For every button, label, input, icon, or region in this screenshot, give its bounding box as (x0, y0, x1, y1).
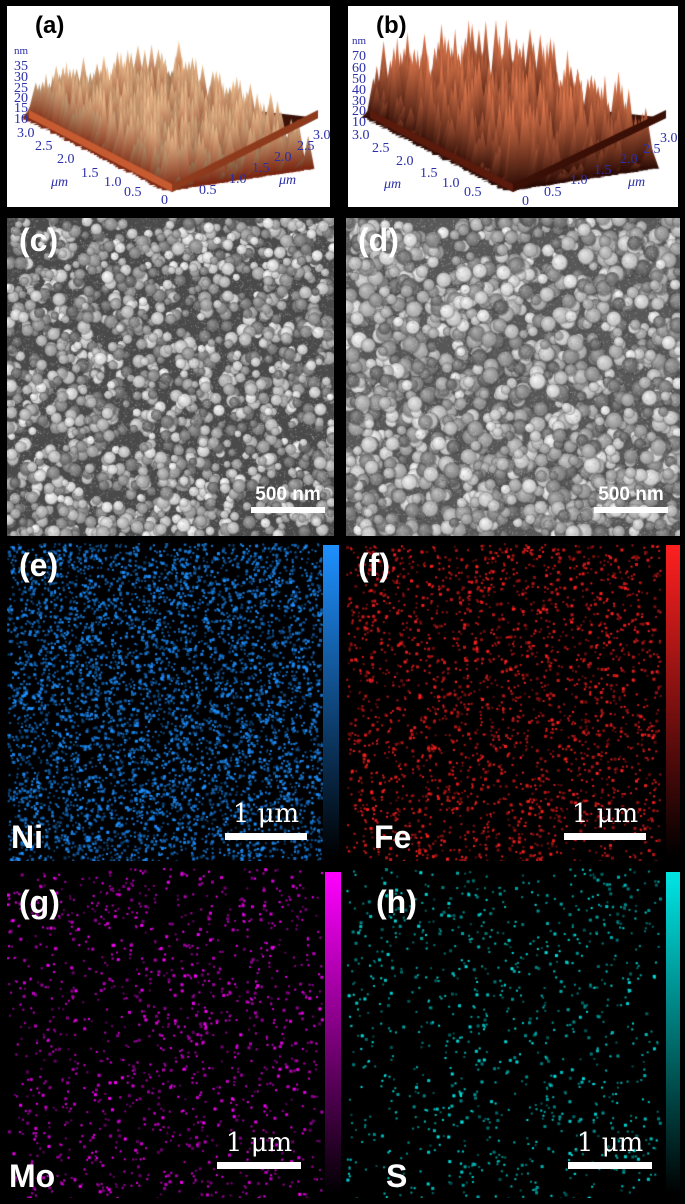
eds-dots-mo (7, 868, 341, 1198)
eds-map-ni: (e) Ni 1 μm (7, 543, 341, 861)
z-tick: 25 (14, 81, 28, 96)
x-tick: 1.5 (81, 166, 99, 181)
axis-unit: μm (628, 175, 646, 190)
sem-image-c (7, 218, 334, 536)
sem-panel-c: (c) 500 nm (7, 218, 334, 536)
scale-bar-label: 500 nm (598, 484, 664, 505)
x-tick: 0.5 (124, 185, 142, 200)
x-tick: 1.5 (420, 166, 438, 181)
scale-bar-label: 1 μm (232, 799, 300, 829)
x-tick: 2.0 (57, 152, 75, 167)
eds-map-fe: (f) Fe 1 μm (346, 543, 680, 861)
y-tick: 1.5 (594, 163, 612, 178)
element-label-fe: Fe (374, 819, 412, 855)
z-tick: 15 (14, 101, 28, 116)
z-tick: 10 (352, 115, 366, 130)
colorbar-mo (325, 872, 341, 1194)
panel-label-d: (d) (358, 222, 399, 258)
z-tick: 40 (352, 83, 366, 98)
afm-panel-b: (b) nm 70 60 50 40 30 20 10 3.0 2.5 2.0 … (346, 4, 680, 209)
panel-label-h: (h) (376, 884, 417, 920)
axis-unit: μm (384, 177, 402, 192)
element-label-s: S (386, 1158, 408, 1194)
y-tick: 1.0 (229, 172, 247, 187)
scale-bar-line (564, 833, 646, 840)
x-tick: 1.0 (104, 175, 122, 190)
y-tick: 3.0 (313, 128, 331, 143)
z-tick: 30 (352, 94, 366, 109)
scale-bar-line (251, 507, 325, 513)
x-tick: 2.5 (35, 139, 53, 154)
x-tick: 3.0 (352, 128, 370, 143)
z-tick: 10 (14, 112, 28, 127)
afm-panel-a: (a) nm 35 30 25 20 15 10 3.0 2.5 2.0 1.5… (5, 4, 332, 209)
panel-label-f: (f) (358, 547, 390, 583)
y-tick: 0.5 (199, 183, 217, 198)
y-tick: 3.0 (660, 131, 678, 146)
y-tick: 2.0 (274, 150, 292, 165)
x-tick: 0 (522, 194, 529, 209)
scale-bar-line (594, 507, 668, 513)
x-tick: 3.0 (17, 126, 35, 141)
x-tick: 2.5 (372, 141, 390, 156)
axis-unit: μm (51, 175, 69, 190)
y-tick: 0.5 (544, 185, 562, 200)
y-tick: 1.5 (252, 161, 270, 176)
panel-label-a: (a) (35, 12, 65, 39)
x-tick: 2.0 (396, 154, 414, 169)
z-tick: 50 (352, 72, 366, 87)
eds-map-s: (h) S 1 μm (346, 868, 680, 1198)
panel-label-g: (g) (19, 884, 60, 920)
eds-dots-fe (346, 543, 680, 861)
x-tick: 0.5 (464, 185, 482, 200)
y-tick: 2.5 (643, 142, 661, 157)
scale-bar-e: 1 μm (225, 801, 307, 840)
y-tick: 2.0 (620, 152, 638, 167)
colorbar-s (666, 872, 680, 1194)
sem-image-d (346, 218, 680, 536)
eds-dots-ni (7, 543, 341, 861)
y-tick: 1.0 (570, 173, 588, 188)
panel-label-b: (b) (376, 12, 407, 39)
sem-panel-d: (d) 500 nm (346, 218, 680, 536)
scale-bar-h: 1 μm (568, 1130, 652, 1169)
element-label-mo: Mo (9, 1158, 56, 1194)
scale-bar-label: 1 μm (571, 799, 639, 829)
afm-surface-b (348, 6, 678, 207)
y-tick: 2.5 (297, 139, 315, 154)
scale-bar-line (217, 1162, 301, 1169)
colorbar-fe (666, 545, 680, 857)
panel-label-c: (c) (19, 222, 59, 258)
z-tick: 70 (352, 49, 366, 64)
scale-bar-label: 1 μm (576, 1128, 644, 1158)
z-tick: 30 (14, 70, 28, 85)
axis-unit: μm (279, 173, 297, 188)
element-label-ni: Ni (11, 819, 43, 855)
scale-bar-line (568, 1162, 652, 1169)
scale-bar-label: 500 nm (255, 484, 321, 505)
z-tick: 20 (352, 104, 366, 119)
panel-label-e: (e) (19, 547, 59, 583)
scale-bar-line (225, 833, 307, 840)
scale-bar-c: 500 nm (247, 485, 329, 513)
colorbar-ni (323, 545, 339, 857)
x-tick: 0 (161, 193, 168, 208)
scale-bar-label: 1 μm (225, 1128, 293, 1158)
z-tick: 60 (352, 61, 366, 76)
scale-bar-d: 500 nm (590, 485, 672, 513)
afm-surface-a (7, 6, 330, 207)
scale-bar-g: 1 μm (217, 1130, 301, 1169)
x-tick: 1.0 (442, 176, 460, 191)
eds-dots-s (346, 868, 680, 1198)
scale-bar-f: 1 μm (564, 801, 646, 840)
z-unit: nm (14, 45, 29, 57)
eds-map-mo: (g) Mo 1 μm (7, 868, 341, 1198)
z-unit: nm (352, 35, 367, 47)
z-tick: 20 (14, 91, 28, 106)
z-tick: 35 (14, 59, 28, 74)
